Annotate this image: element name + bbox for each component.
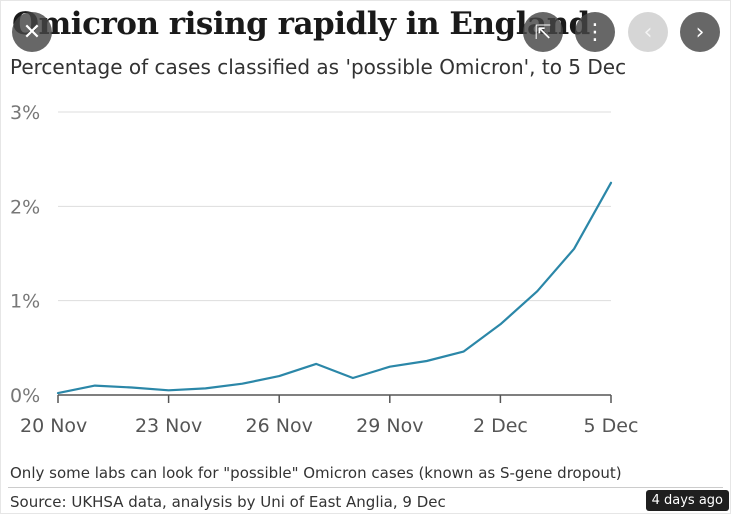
chart-source: Source: UKHSA data, analysis by Uni of E… — [10, 493, 446, 511]
close-button[interactable]: ✕ — [12, 12, 52, 52]
line-chart: 0% 1% 2% 3% 20 Nov 23 Nov 26 Nov 29 Nov 2 Dec 5 D… — [10, 102, 639, 437]
y-tick-label: 1% — [10, 291, 40, 313]
chart-note: Only some labs can look for "possible" O… — [10, 464, 622, 482]
y-tick-label: 0% — [10, 385, 40, 407]
share-button[interactable]: ⇱ — [523, 12, 563, 52]
y-tick-label: 2% — [10, 196, 40, 218]
footer-divider — [8, 487, 723, 488]
x-tick-label: 29 Nov — [356, 415, 423, 437]
timestamp-badge: 4 days ago — [645, 490, 729, 511]
x-tick-label: 2 Dec — [473, 415, 528, 437]
series-line — [56, 181, 613, 395]
next-image-button[interactable]: › — [680, 12, 720, 52]
more-vertical-icon: ⋮ — [584, 19, 606, 45]
chart-subtitle: Percentage of cases classified as 'possi… — [10, 55, 627, 79]
previous-image-button[interactable]: ‹ — [628, 12, 668, 52]
x-tick-label: 5 Dec — [584, 415, 639, 437]
y-tick-label: 3% — [10, 102, 40, 124]
more-options-button[interactable]: ⋮ — [575, 12, 615, 52]
x-tick-label: 26 Nov — [246, 415, 313, 437]
chevron-right-icon: › — [695, 19, 705, 45]
close-icon: ✕ — [22, 19, 42, 45]
chart-title: Omicron rising rapidly in England — [12, 6, 590, 42]
share-icon: ⇱ — [534, 20, 552, 44]
x-tick-label: 20 Nov — [20, 415, 87, 437]
chevron-left-icon: ‹ — [643, 19, 653, 45]
x-tick-label: 23 Nov — [135, 415, 202, 437]
